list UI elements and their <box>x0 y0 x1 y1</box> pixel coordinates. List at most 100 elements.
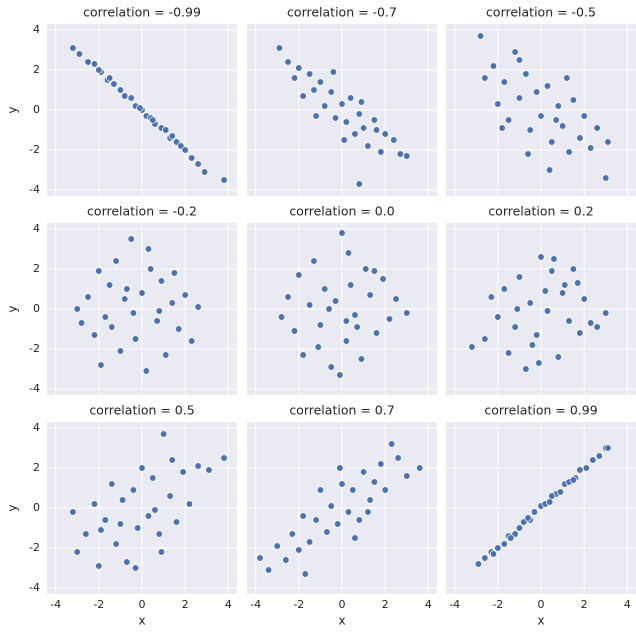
point <box>494 544 502 552</box>
point <box>116 520 125 528</box>
point <box>537 253 545 261</box>
y-tick-label: 4 <box>33 421 40 434</box>
point <box>155 530 163 538</box>
panel-title: correlation = 0.99 <box>484 403 597 418</box>
point <box>513 305 521 313</box>
point <box>105 281 114 289</box>
point <box>325 305 333 313</box>
x-tick-label: 0 <box>538 598 545 611</box>
point <box>170 269 179 277</box>
point <box>366 291 374 299</box>
point <box>185 500 194 508</box>
point <box>554 102 562 110</box>
point <box>123 558 131 566</box>
x-tick-label: -4 <box>449 598 460 611</box>
point <box>131 564 140 572</box>
point <box>338 480 346 488</box>
point <box>336 464 344 472</box>
point <box>595 452 603 460</box>
point <box>576 134 584 142</box>
point <box>537 112 545 120</box>
point <box>194 303 202 311</box>
point <box>543 307 552 315</box>
point <box>558 289 567 297</box>
point <box>338 100 346 108</box>
point <box>101 516 109 524</box>
point <box>498 124 506 132</box>
point <box>548 492 556 500</box>
point <box>394 454 402 462</box>
point <box>342 118 350 126</box>
point <box>299 92 307 100</box>
point <box>545 166 554 174</box>
y-tick-label: -4 <box>29 382 40 395</box>
point <box>112 540 120 548</box>
point <box>105 74 114 82</box>
point <box>316 78 325 86</box>
point <box>515 56 524 64</box>
point <box>569 265 578 273</box>
point <box>299 512 307 520</box>
point <box>220 176 228 184</box>
point <box>370 116 379 124</box>
point <box>69 508 77 516</box>
point <box>95 267 103 275</box>
point <box>533 88 541 96</box>
point <box>116 347 125 355</box>
y-tick-label: -2 <box>29 342 40 355</box>
point <box>256 554 264 562</box>
point <box>121 295 129 303</box>
point <box>123 285 131 293</box>
point <box>342 337 350 345</box>
point <box>168 132 176 140</box>
point <box>131 335 140 343</box>
point <box>530 508 539 516</box>
point <box>580 295 588 303</box>
point <box>155 307 163 315</box>
point <box>275 44 284 52</box>
point <box>379 275 387 283</box>
point <box>162 126 170 134</box>
point <box>357 355 366 363</box>
point <box>524 150 532 158</box>
point <box>305 538 314 546</box>
point <box>146 265 155 273</box>
point <box>75 50 84 58</box>
panel-title: correlation = -0.7 <box>287 5 397 20</box>
point <box>344 249 353 257</box>
point <box>166 492 174 500</box>
x-tick-label: 4 <box>425 598 432 611</box>
point <box>73 548 81 556</box>
point <box>357 98 366 106</box>
y-tick-label: -4 <box>29 581 40 594</box>
x-tick-label: 2 <box>382 598 389 611</box>
point <box>515 94 524 102</box>
y-tick-label: 0 <box>33 302 40 315</box>
point <box>576 329 584 337</box>
point <box>312 516 320 524</box>
point <box>489 550 498 558</box>
point <box>179 468 187 476</box>
panel: correlation = 0.5 -4 -2 0 2 4 -4 -2 0 2 4 x y <box>6 403 237 628</box>
point <box>552 116 560 124</box>
point <box>316 321 325 329</box>
point <box>277 313 286 321</box>
point <box>366 496 374 504</box>
point <box>144 245 153 253</box>
point <box>355 180 363 188</box>
point <box>316 486 325 494</box>
y-tick-label: -2 <box>29 541 40 554</box>
point <box>385 315 394 323</box>
point <box>312 112 320 120</box>
point <box>134 524 142 532</box>
point <box>69 44 77 52</box>
point <box>129 486 138 494</box>
point <box>200 168 209 176</box>
point <box>310 86 318 94</box>
y-axis-label: y <box>6 106 20 113</box>
x-tick-label: 0 <box>139 598 146 611</box>
point <box>290 74 299 82</box>
panel: correlation = 0.7 -4 -2 0 2 4 x <box>247 403 437 628</box>
point <box>548 267 556 275</box>
y-axis-label: y <box>6 305 20 312</box>
